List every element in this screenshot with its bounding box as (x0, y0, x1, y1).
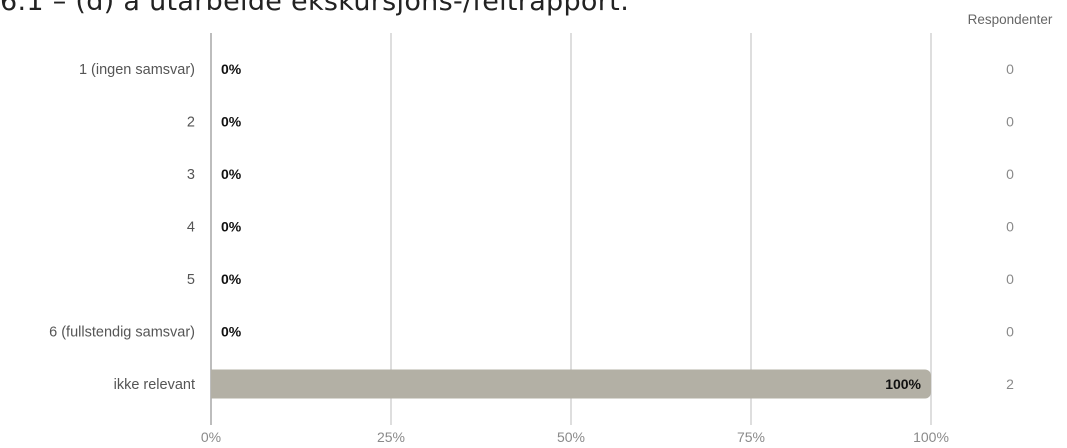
value-label: 0% (221, 324, 242, 340)
respondents-count: 0 (1006, 114, 1014, 130)
x-tick-label: 75% (737, 429, 765, 445)
respondents-header: Respondenter (968, 12, 1053, 27)
x-tick-label: 100% (913, 429, 949, 445)
x-tick-label: 0% (201, 429, 221, 445)
category-label: ikke relevant (114, 377, 195, 393)
bar-cap (211, 369, 219, 399)
value-label: 0% (221, 219, 242, 235)
bars (211, 369, 931, 399)
bar (211, 369, 931, 399)
category-label: 5 (187, 272, 195, 288)
grid-lines (210, 33, 932, 425)
respondents-count: 2 (1006, 376, 1014, 392)
x-tick-label: 50% (557, 429, 585, 445)
category-label: 3 (187, 167, 195, 183)
x-tick-label: 25% (377, 429, 405, 445)
respondents-count: 0 (1006, 61, 1014, 77)
category-label: 2 (187, 115, 195, 131)
value-label: 0% (221, 271, 242, 287)
category-label: 4 (187, 220, 195, 236)
value-label: 0% (221, 114, 242, 130)
respondents-count: 0 (1006, 324, 1014, 340)
chart-title: 6.1 – (d) å utarbeide ekskursjons-/feltr… (0, 0, 630, 17)
respondents-count: 0 (1006, 166, 1014, 182)
value-label: 0% (221, 61, 242, 77)
value-label: 100% (885, 376, 921, 392)
respondents-count: 0 (1006, 271, 1014, 287)
value-label: 0% (221, 166, 242, 182)
category-label: 6 (fullstendig samsvar) (49, 325, 195, 341)
category-label: 1 (ingen samsvar) (79, 62, 195, 78)
respondents-count: 0 (1006, 219, 1014, 235)
